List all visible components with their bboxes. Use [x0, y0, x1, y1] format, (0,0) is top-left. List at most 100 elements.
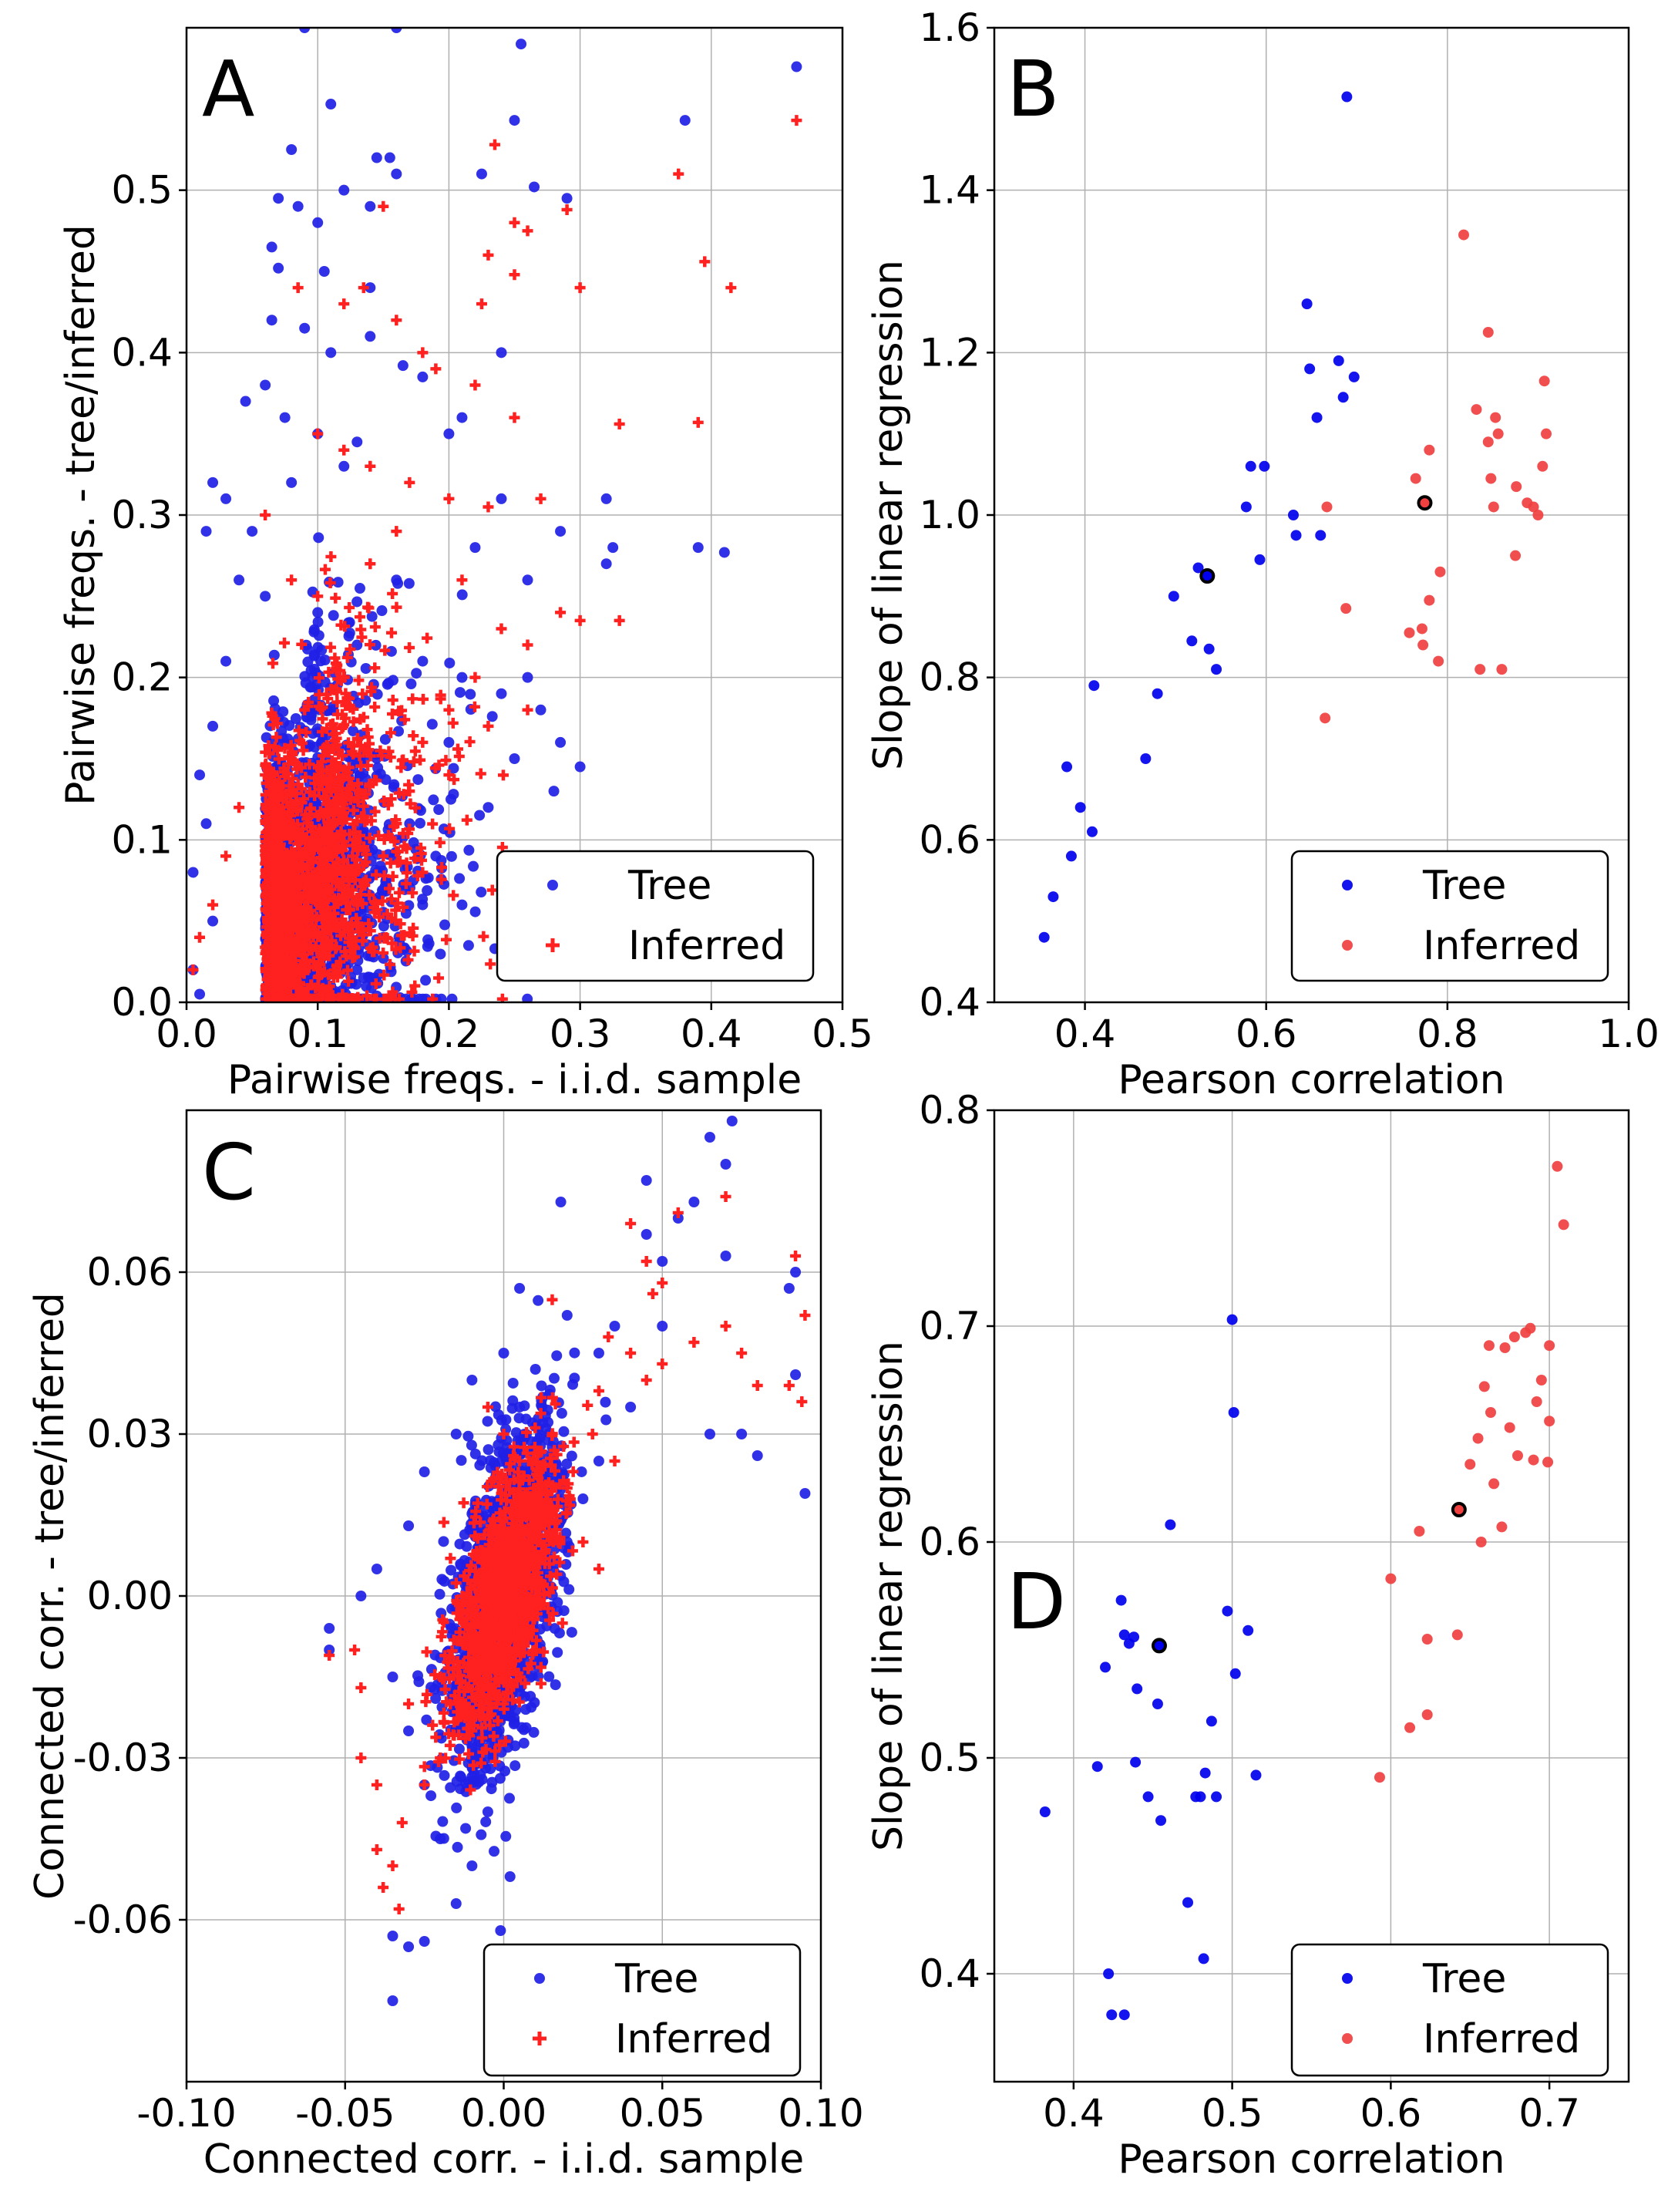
inferred-cluster-point — [369, 702, 381, 713]
y-tick-label-0: 0.0 — [111, 980, 173, 1025]
inferred-cluster-point — [436, 862, 448, 874]
inferred-cluster-point — [314, 689, 325, 701]
tree-cluster-point — [328, 610, 339, 621]
inferred-point-35 — [469, 672, 481, 683]
inferred-cluster-point — [409, 746, 421, 757]
inferred-cluster-point — [399, 714, 411, 726]
inferred-cluster-point — [292, 838, 304, 850]
inferred-cluster-point — [284, 898, 296, 910]
inferred-point-48 — [234, 802, 245, 813]
tree-cluster-point — [446, 1564, 457, 1576]
inferred-cluster-point — [461, 814, 472, 826]
x-tick-label-1: 0.6 — [1236, 1012, 1297, 1056]
inferred-point-27 — [443, 493, 455, 504]
tree-point-4 — [509, 115, 520, 126]
tree-point-71 — [404, 818, 415, 830]
y-tick-label-2: 0.2 — [111, 655, 173, 700]
tree-cluster-point — [438, 1536, 449, 1547]
inferred-cluster-point — [269, 713, 281, 725]
inferred-cluster-point — [382, 993, 394, 1002]
inferred-cluster-point — [352, 778, 364, 790]
inferred-cluster-point — [322, 880, 334, 891]
tree-cluster-point — [351, 596, 363, 608]
inferred-cluster-point — [393, 887, 405, 898]
tree-point-28 — [417, 371, 429, 382]
inferred-cluster-point — [370, 978, 382, 989]
inferred-cluster-point — [304, 759, 315, 770]
tree-cluster-point — [403, 577, 415, 589]
inferred-cluster-point — [396, 755, 408, 766]
y-tick-label-5: 1.4 — [919, 168, 980, 213]
inferred-cluster-point — [429, 763, 441, 774]
tree-point-11 — [1192, 562, 1204, 574]
inferred-point-6 — [561, 204, 573, 215]
tree-cluster-point — [551, 1350, 563, 1362]
inferred-cluster-point — [464, 736, 476, 748]
inferred-cluster-point — [385, 857, 396, 869]
tree-point-3 — [325, 99, 337, 110]
inferred-cluster-point — [346, 871, 358, 883]
inferred-point-38 — [404, 786, 415, 797]
tree-point-35 — [456, 412, 468, 423]
panel-a-letter: A — [202, 44, 254, 134]
y-tick-label-1: 0.6 — [919, 817, 980, 862]
inferred-cluster-point — [371, 993, 382, 1002]
inferred-point-10 — [1434, 566, 1446, 577]
inferred-cluster-point — [287, 773, 298, 784]
inferred-cluster-point — [447, 717, 459, 729]
inferred-cluster-point — [364, 639, 375, 651]
inferred-point-16 — [725, 282, 737, 294]
panel-b-legend-inferred-marker — [1342, 940, 1353, 951]
inferred-cluster-point — [415, 847, 427, 859]
tree-cluster-point — [448, 763, 459, 774]
inferred-point-0 — [1320, 712, 1331, 724]
inferred-cluster-point — [336, 917, 348, 929]
inferred-cluster-point — [323, 666, 335, 678]
inferred-cluster-point — [378, 969, 390, 981]
inferred-cluster-point — [362, 601, 374, 613]
inferred-cluster-point — [395, 942, 406, 954]
inferred-cluster-point — [290, 962, 301, 974]
inferred-cluster-point — [433, 972, 445, 984]
inferred-cluster-point — [328, 968, 339, 980]
tree-cluster-point — [510, 1427, 522, 1439]
tree-point-17 — [312, 217, 324, 228]
tree-point-26 — [1341, 91, 1353, 103]
tree-point-54 — [260, 591, 271, 602]
panel-a-ticks: 0.0 0.1 0.2 0.3 0.4 0.50.00.10.20.30.40.5 — [111, 168, 873, 1056]
inferred-cluster-point — [335, 930, 347, 941]
tree-cluster-point — [460, 1823, 472, 1834]
y-tick-label-3: 1.0 — [919, 493, 980, 537]
inferred-point-58 — [286, 574, 298, 586]
inferred-cluster-point — [287, 936, 298, 948]
tree-point-3 — [1065, 850, 1077, 862]
tree-cluster-point — [513, 1412, 525, 1424]
tree-cluster-point — [446, 850, 457, 862]
tree-point-84 — [194, 988, 206, 1000]
tree-cluster-point — [308, 650, 320, 662]
inferred-cluster-point — [271, 803, 283, 815]
inferred-cluster-point — [294, 850, 305, 862]
y-tick-label-5: 0.5 — [111, 168, 173, 213]
inferred-cluster-point — [349, 826, 361, 837]
tree-point-21 — [365, 200, 376, 212]
tree-point-16 — [1254, 554, 1266, 565]
inferred-cluster-point — [289, 756, 301, 768]
inferred-cluster-point — [344, 904, 355, 916]
inferred-cluster-point — [408, 922, 419, 934]
inferred-cluster-point — [339, 883, 351, 894]
tree-point-24 — [1333, 355, 1344, 366]
inferred-cluster-point — [272, 961, 284, 973]
panel-a-points — [187, 28, 802, 1002]
tree-point-27 — [1348, 371, 1360, 382]
panel-b-legend-inferred-label: Inferred — [1423, 923, 1580, 969]
inferred-cluster-point — [379, 645, 391, 656]
inferred-point-19 — [1492, 428, 1504, 439]
inferred-cluster-point — [299, 901, 311, 913]
tree-point-10 — [384, 152, 395, 163]
inferred-point-2 — [1340, 603, 1352, 614]
tree-cluster-point — [466, 1439, 477, 1451]
inferred-cluster-point — [359, 880, 371, 891]
tree-point-45 — [600, 493, 612, 504]
inferred-point-13 — [1475, 664, 1486, 675]
